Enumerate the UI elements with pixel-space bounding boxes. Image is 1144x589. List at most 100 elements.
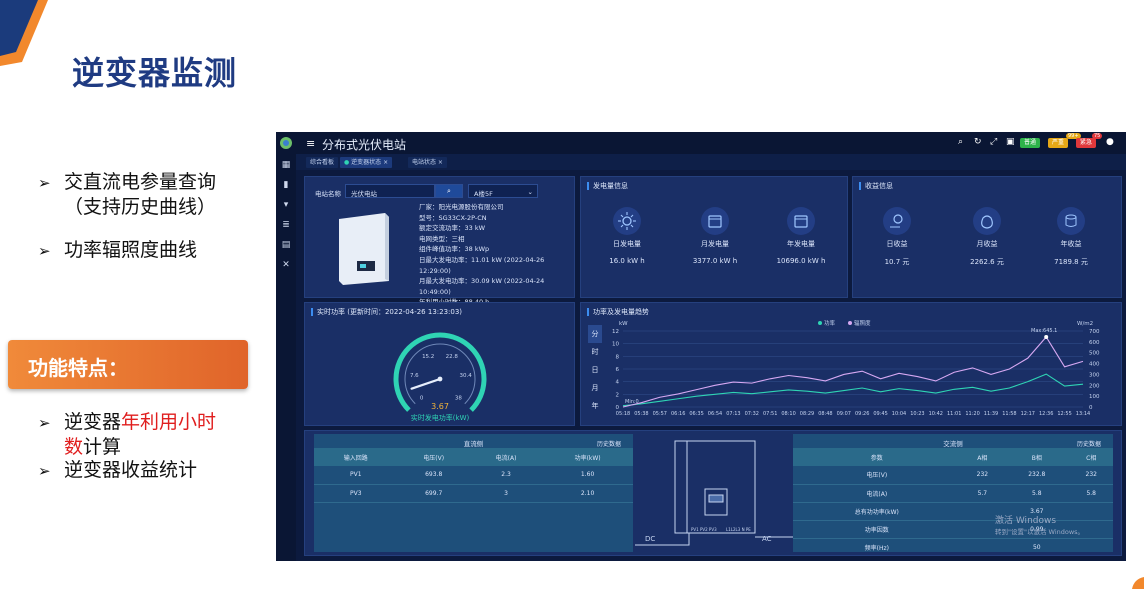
corner-decoration: [0, 0, 48, 66]
feature-banner: 功能特点：: [8, 340, 248, 389]
table-header-row: 参数 A相 B相 C相: [793, 448, 1113, 466]
inverter-diagram: DC AC PV1 PV2 PV3 L1L2L3 N PE: [635, 440, 795, 546]
gauge-hub: [437, 376, 443, 382]
dc-history-link[interactable]: 历史数据: [596, 441, 621, 448]
table-cell: 电流(A): [866, 490, 888, 498]
feature-1: ➢ 逆变器年利用小时 数计算: [38, 410, 216, 459]
series-line: [622, 336, 1084, 408]
table-cell: 50: [1032, 543, 1041, 551]
gauge-tick-label: 15.2: [422, 354, 434, 360]
y-tick-label: 4: [616, 380, 620, 386]
table-header-row: 输入回路 电压(V) 电流(A) 功率(kW): [314, 448, 633, 466]
max-label: Max:645.1: [1031, 328, 1057, 334]
period-tab-day[interactable]: 日: [591, 366, 599, 374]
column-header: B相: [1031, 454, 1042, 462]
gauge-needle: [410, 377, 442, 390]
ac-history-link[interactable]: 历史数据: [1076, 441, 1101, 448]
table-cell: PV3: [349, 489, 362, 497]
trend-title: 功率及发电量趋势: [587, 308, 649, 316]
search-button[interactable]: ⌕: [435, 184, 463, 198]
gauge-tick-label: 30.4: [460, 373, 473, 379]
camera-icon[interactable]: ▾: [283, 200, 289, 210]
tab-overview[interactable]: 综合看板: [306, 157, 339, 168]
user-icon[interactable]: ●: [1106, 137, 1114, 147]
bullet-text: （支持历史曲线）: [64, 196, 217, 218]
y2-tick-label: 0: [1089, 405, 1093, 411]
device-card: 电站名称 光伏电站 ⌕ A楼5F ⌄ 厂家：阳光电源股份有限公司 型号：SG33C…: [304, 176, 575, 306]
dc-label: DC: [645, 535, 655, 543]
period-tab-hour[interactable]: 时: [591, 348, 599, 356]
x-tick-label: 09:45: [873, 411, 887, 417]
period-tabs: 分 时 日 月 年: [588, 325, 602, 415]
badge-urgent[interactable]: 紧急: [1076, 138, 1097, 148]
tab-label: 电站状态: [412, 159, 437, 166]
top-bar: ≡ 分布式光伏电站 ⌕ ↻ ⤢ ▣ 普通 严重 99+ 紧急 75 ●: [296, 132, 1126, 154]
refresh-icon[interactable]: ↻: [974, 137, 982, 147]
x-tick-label: 07:13: [726, 411, 740, 417]
watermark-line: 激活 Windows: [995, 516, 1057, 526]
info-line: 额定交流功率：33 kW: [419, 224, 486, 233]
x-tick-label: 06:16: [671, 411, 685, 417]
menu-icon[interactable]: ≡: [306, 137, 316, 150]
stat-value: 10696.0 kW h: [776, 257, 826, 265]
dashboard-icon[interactable]: ▦: [281, 160, 291, 170]
chart-icon[interactable]: ▣: [1006, 137, 1015, 147]
search-icon[interactable]: ⌕: [958, 137, 964, 147]
y2-tick-label: 300: [1089, 372, 1100, 378]
period-tab-minute[interactable]: 分: [588, 325, 602, 343]
x-tick-label: 11:39: [984, 411, 998, 417]
y2-tick-label: 200: [1089, 383, 1100, 389]
x-tick-label: 12:36: [1039, 411, 1053, 417]
building-select[interactable]: A楼5F ⌄: [468, 184, 538, 198]
badge-severe[interactable]: 严重: [1048, 138, 1069, 148]
stat-label: 日收益: [886, 240, 908, 248]
count-severe: 99+: [1066, 133, 1081, 139]
table-cell: PV1: [349, 471, 362, 479]
legend-marker: [818, 321, 822, 325]
table-cell: 功率因数: [864, 526, 889, 534]
table-cell: 3: [504, 489, 508, 497]
stat-value: 3377.0 kW h: [692, 257, 738, 265]
money-hand-icon: [883, 207, 911, 235]
fullscreen-icon[interactable]: ⤢: [990, 137, 998, 147]
table-cell: 2.3: [501, 471, 511, 479]
stat-label: 月收益: [976, 240, 998, 248]
period-tab-year[interactable]: 年: [591, 402, 599, 410]
table-cell: 699.7: [425, 489, 443, 497]
gauge-value: 3.67: [431, 402, 449, 411]
list-icon[interactable]: ≣: [282, 220, 290, 230]
table-icon[interactable]: ▤: [281, 240, 291, 250]
tab-label: 逆变器状态: [351, 159, 382, 166]
x-tick-label: 10:04: [892, 411, 906, 417]
monthly-rev-stat: 月收益 2262.6 元: [957, 207, 1017, 267]
table-row: 功率因数 0.99: [793, 520, 1113, 538]
device-icon[interactable]: ▮: [283, 180, 289, 190]
gauge-inner-arc: [404, 343, 476, 405]
table-cell: 频率(Hz): [864, 544, 889, 552]
tab-station-status[interactable]: 电站状态 ×: [408, 157, 447, 168]
x-tick-label: 07:32: [745, 411, 759, 417]
ac-title: 交流侧: [943, 440, 963, 448]
generation-title: 发电量信息: [587, 182, 628, 190]
gauge-card: 实时功率 (更新时间：2022-04-26 13:23:03) 0 7.6 15…: [304, 302, 575, 426]
tab-inverter-status[interactable]: ● 逆变器状态 ×: [340, 157, 393, 168]
feature-text: 逆变器收益统计: [64, 459, 198, 481]
tools-icon[interactable]: ✕: [282, 260, 290, 270]
badge-normal[interactable]: 普通: [1020, 138, 1041, 148]
daily-gen-stat: 日发电量 16.0 kW h: [597, 207, 657, 265]
bullet-arrow-icon: ➢: [38, 462, 51, 480]
gauge-arc: [393, 332, 487, 412]
period-tab-month[interactable]: 月: [591, 384, 599, 392]
table-row: 电流(A) 5.7 5.8 5.8: [793, 484, 1113, 502]
station-input[interactable]: 光伏电站: [345, 184, 435, 198]
info-line: 月最大发电功率：30.09 kW (2022-04-24 10:49:00): [419, 277, 545, 296]
stat-value: 10.7 元: [884, 258, 910, 266]
gauge-tick-label: 22.8: [446, 354, 459, 360]
app-title: 分布式光伏电站: [322, 138, 407, 152]
info-line: 日最大发电功率：11.01 kW (2022-04-26 12:29:00): [419, 255, 545, 275]
stat-value: 7189.8 元: [1054, 258, 1088, 266]
table-row: 总有功功率(kW) 3.67: [793, 502, 1113, 520]
stat-label: 月发电量: [701, 240, 729, 248]
x-tick-label: 05:18: [616, 411, 630, 417]
legend-label: 功率: [824, 319, 836, 327]
